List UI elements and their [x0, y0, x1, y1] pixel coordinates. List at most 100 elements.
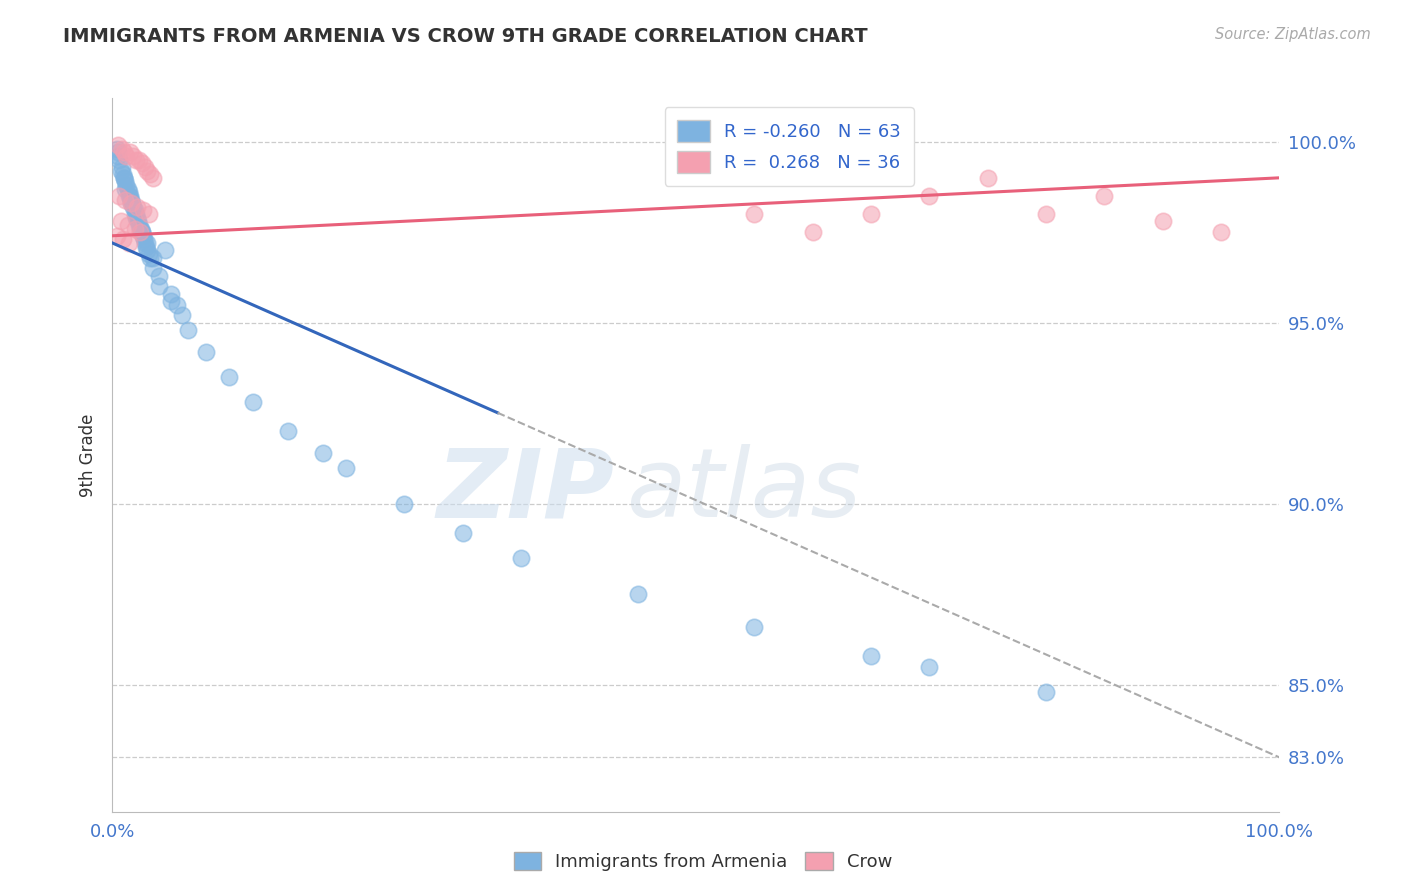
Point — [111, 160, 134, 174]
Point — [115, 149, 138, 163]
Point — [1094, 189, 1116, 203]
Point — [108, 153, 131, 167]
Text: Source: ZipAtlas.com: Source: ZipAtlas.com — [1215, 27, 1371, 42]
Point — [132, 232, 155, 246]
Point — [115, 178, 138, 192]
Point — [112, 170, 135, 185]
Point — [744, 620, 766, 634]
Point — [110, 163, 132, 178]
Point — [107, 145, 129, 160]
Point — [131, 225, 153, 239]
Text: ZIP: ZIP — [436, 444, 614, 537]
Point — [394, 497, 416, 511]
Point — [124, 221, 146, 235]
Point — [128, 153, 150, 167]
Point — [117, 182, 139, 196]
Point — [118, 186, 141, 200]
Point — [627, 587, 650, 601]
Point — [108, 189, 131, 203]
Point — [129, 221, 152, 235]
Point — [120, 193, 142, 207]
Point — [160, 293, 183, 308]
Point — [918, 189, 941, 203]
Point — [860, 648, 883, 663]
Point — [122, 149, 145, 163]
Point — [138, 247, 160, 261]
Point — [111, 232, 134, 246]
Point — [129, 221, 152, 235]
Point — [142, 251, 165, 265]
Point — [976, 170, 998, 185]
Point — [118, 189, 141, 203]
Point — [1035, 207, 1057, 221]
Point — [166, 297, 188, 311]
Point — [153, 244, 176, 258]
Legend: R = -0.260   N = 63, R =  0.268   N = 36: R = -0.260 N = 63, R = 0.268 N = 36 — [665, 107, 914, 186]
Point — [124, 203, 146, 218]
Point — [918, 660, 941, 674]
Point — [114, 193, 136, 207]
Point — [118, 145, 141, 160]
Point — [117, 218, 139, 232]
Point — [118, 235, 141, 250]
Point — [134, 160, 156, 174]
Point — [112, 170, 135, 185]
Point — [139, 251, 162, 265]
Point — [125, 153, 148, 167]
Point — [1035, 685, 1057, 699]
Text: IMMIGRANTS FROM ARMENIA VS CROW 9TH GRADE CORRELATION CHART: IMMIGRANTS FROM ARMENIA VS CROW 9TH GRAD… — [63, 27, 868, 45]
Point — [134, 235, 156, 250]
Point — [132, 203, 155, 218]
Point — [136, 163, 159, 178]
Point — [114, 174, 136, 188]
Point — [142, 170, 165, 185]
Point — [148, 268, 170, 283]
Text: atlas: atlas — [626, 444, 860, 537]
Point — [114, 182, 136, 196]
Point — [801, 225, 824, 239]
Point — [125, 200, 148, 214]
Point — [120, 196, 142, 211]
Point — [148, 279, 170, 293]
Point — [135, 239, 157, 253]
Point — [125, 211, 148, 225]
Point — [1211, 225, 1233, 239]
Point — [242, 395, 264, 409]
Point — [107, 149, 129, 163]
Point — [105, 228, 128, 243]
Point — [311, 446, 333, 460]
Point — [194, 344, 217, 359]
Point — [177, 323, 200, 337]
Point — [105, 142, 128, 156]
Point — [107, 138, 129, 153]
Point — [125, 211, 148, 225]
Point — [111, 142, 134, 156]
Point — [142, 261, 165, 276]
Point — [685, 138, 707, 153]
Point — [129, 225, 152, 239]
Point — [509, 551, 531, 566]
Point — [335, 460, 357, 475]
Y-axis label: 9th Grade: 9th Grade — [79, 413, 97, 497]
Point — [135, 235, 157, 250]
Point — [125, 207, 148, 221]
Point — [112, 145, 135, 160]
Point — [451, 525, 474, 540]
Point — [121, 196, 143, 211]
Point — [172, 309, 194, 323]
Point — [1152, 214, 1174, 228]
Point — [744, 207, 766, 221]
Point — [131, 225, 153, 239]
Point — [860, 207, 883, 221]
Point — [136, 244, 159, 258]
Point — [138, 207, 160, 221]
Point — [120, 196, 142, 211]
Point — [124, 207, 146, 221]
Point — [139, 167, 162, 181]
Point — [131, 156, 153, 170]
Point — [160, 286, 183, 301]
Point — [132, 228, 155, 243]
Legend: Immigrants from Armenia, Crow: Immigrants from Armenia, Crow — [506, 845, 900, 879]
Point — [122, 200, 145, 214]
Point — [218, 370, 240, 384]
